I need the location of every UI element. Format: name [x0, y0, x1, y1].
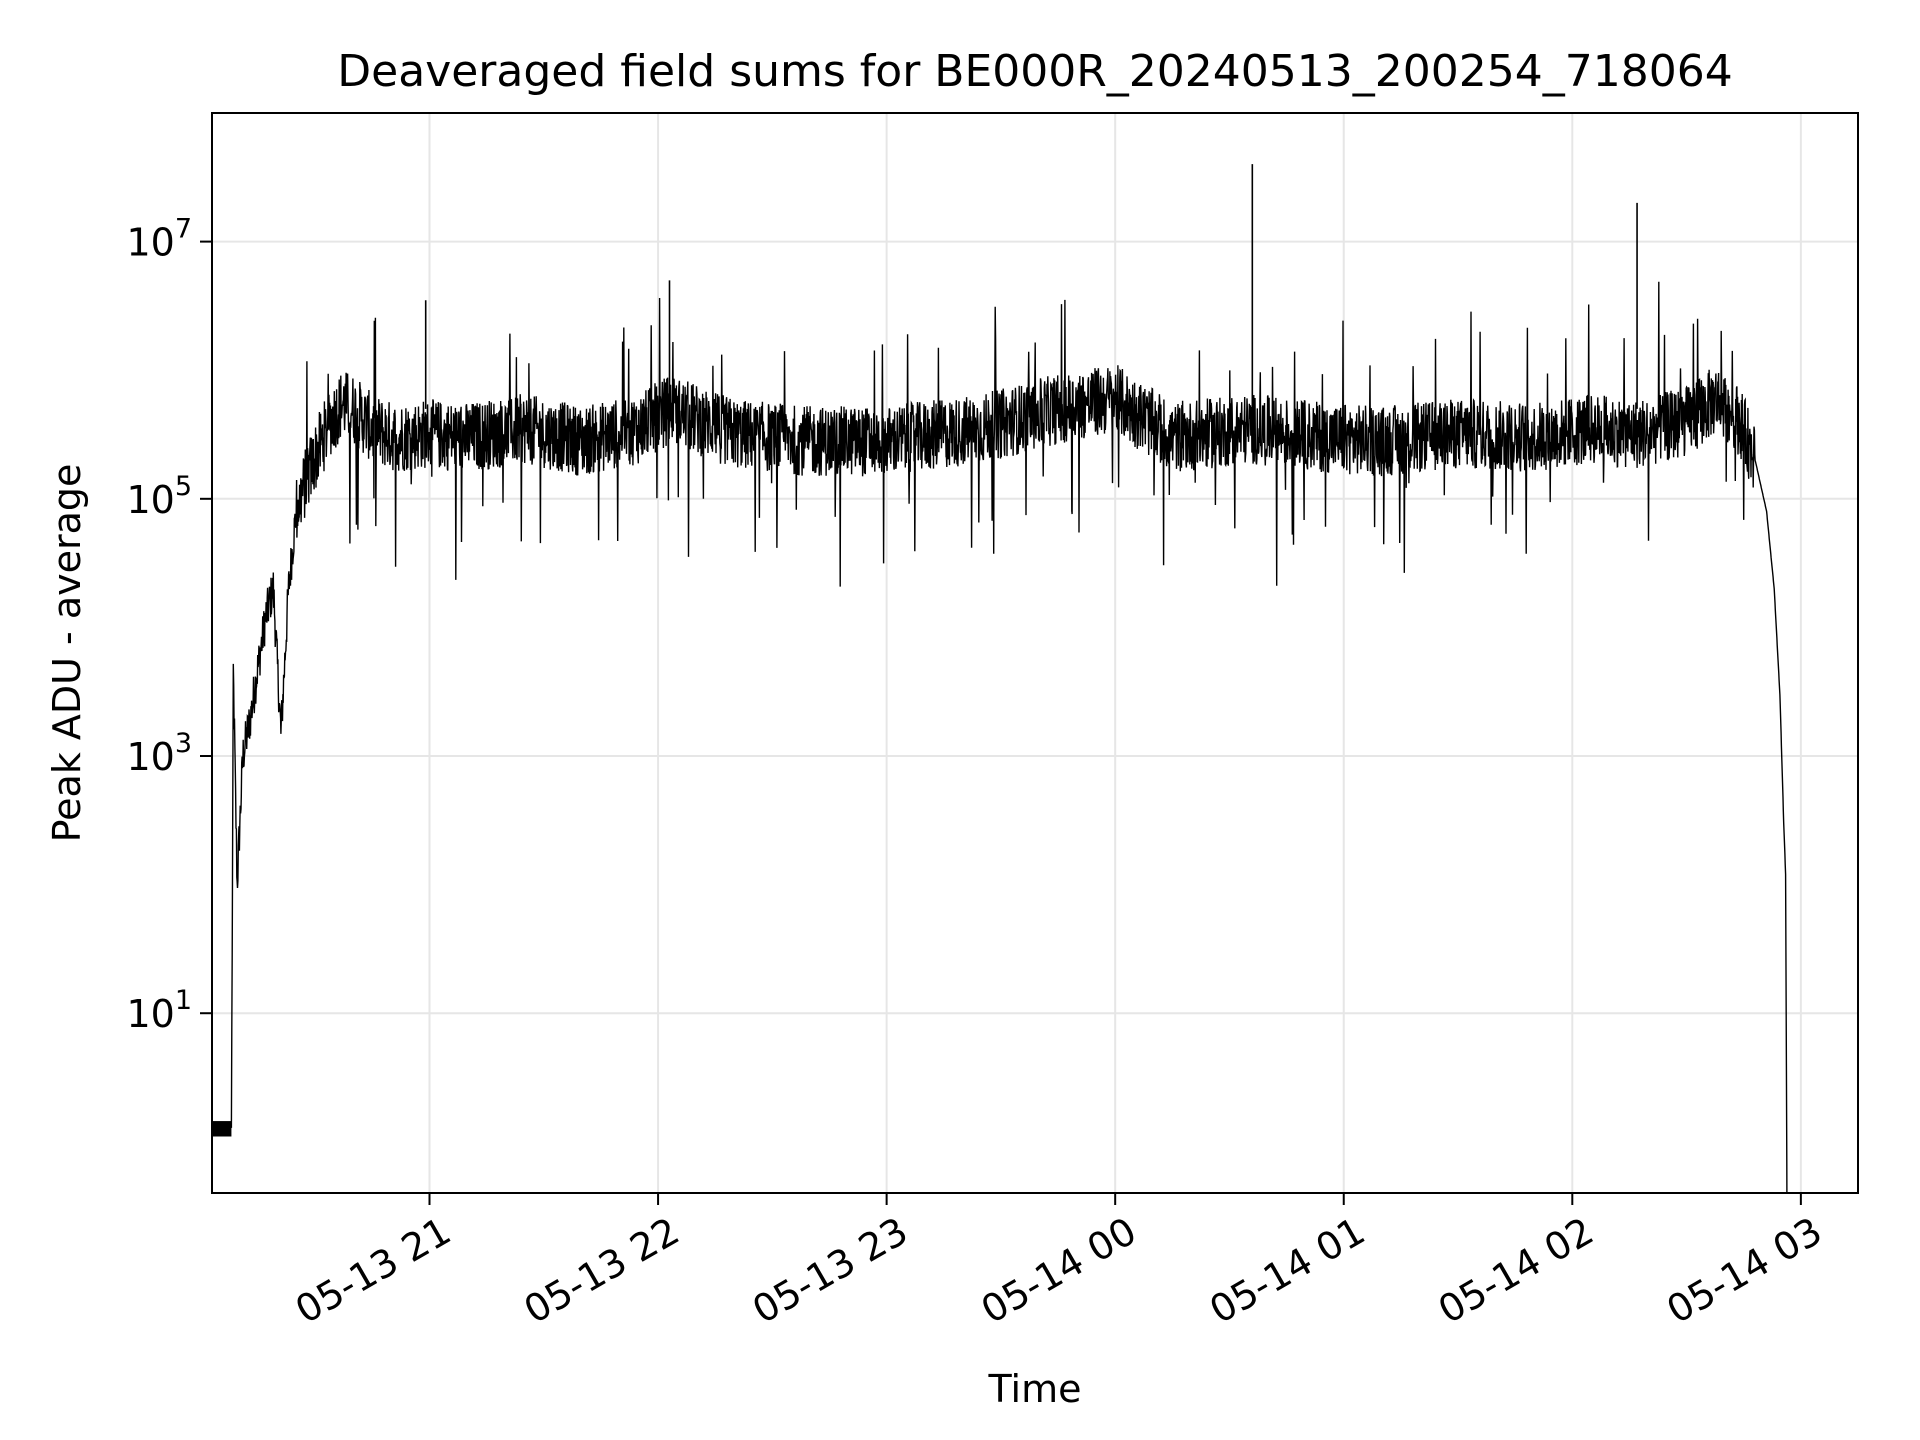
series-line	[212, 281, 1788, 1194]
y-axis-label: Peak ADU - average	[45, 464, 89, 843]
y-tick-base: 10	[126, 735, 174, 779]
y-tick-exponent: 1	[175, 985, 192, 1016]
y-tick-base: 10	[126, 478, 174, 522]
series-line-group	[212, 164, 1788, 1194]
x-axis-label: Time	[988, 1367, 1082, 1411]
y-tick-exponent: 3	[175, 728, 192, 759]
y-tick-exponent: 7	[175, 214, 192, 245]
grid-lines	[212, 113, 1858, 1193]
y-tick-label: 107	[126, 214, 192, 265]
y-tick-exponent: 5	[175, 471, 192, 502]
y-tick-base: 10	[126, 221, 174, 265]
chart-title: Deaveraged field sums for BE000R_2024051…	[337, 46, 1732, 97]
y-tick-label: 101	[126, 985, 192, 1036]
y-tick-label: 103	[126, 728, 192, 779]
series-flat-segment	[212, 1121, 232, 1137]
y-tick-label: 105	[126, 471, 192, 522]
plot-frame	[211, 112, 1859, 1194]
y-tick-base: 10	[126, 992, 174, 1036]
